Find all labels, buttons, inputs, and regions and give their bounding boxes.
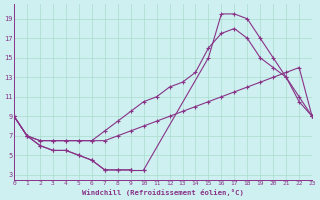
X-axis label: Windchill (Refroidissement éolien,°C): Windchill (Refroidissement éolien,°C)	[82, 189, 244, 196]
